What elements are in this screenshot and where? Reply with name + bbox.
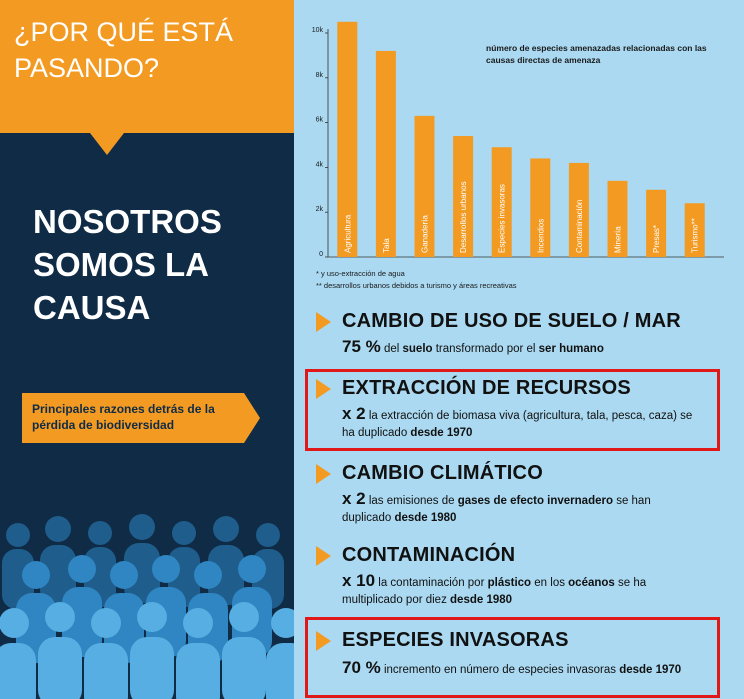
- y-tick-label: 10k: [312, 27, 324, 34]
- section-desc-resource-extraction: x 2 la extracción de biomasa viva (agric…: [342, 404, 693, 439]
- bar: [530, 158, 551, 257]
- section-desc-pollution: x 10 la contaminación por plástico en lo…: [342, 571, 647, 606]
- y-tick-label: 4k: [316, 161, 324, 168]
- section-desc-invasive-species: 70 % incremento en número de especies in…: [342, 658, 682, 677]
- section-arrow-icon: [316, 631, 331, 651]
- banner-notch: [90, 133, 124, 155]
- stat-value: x 2: [342, 489, 366, 508]
- stat-value: 70 %: [342, 658, 381, 677]
- bar: [414, 115, 435, 257]
- bar-label: Turismo**: [691, 218, 700, 253]
- highlight-box-resource-extraction: [305, 369, 720, 451]
- section-title-pollution: CONTAMINACIÓN: [342, 544, 516, 566]
- bar-label: Incendios: [536, 219, 545, 253]
- y-tick-label: 6k: [316, 117, 324, 124]
- headline: NOSOTROS SOMOS LA CAUSA: [33, 203, 222, 326]
- bar-label: Presas*: [652, 225, 661, 253]
- bar: [646, 189, 667, 257]
- chart-title: número de especies amenazadas relacionad…: [486, 43, 707, 65]
- bar-label: Contaminación: [575, 200, 584, 253]
- bar: [337, 21, 358, 257]
- section-arrow-icon: [316, 464, 331, 484]
- bar: [491, 147, 512, 257]
- section-title-invasive-species: ESPECIES INVASORAS: [342, 629, 569, 651]
- question-title: ¿POR QUÉ ESTÁ PASANDO?: [14, 17, 234, 83]
- bar: [607, 180, 628, 257]
- left-panel: ¿POR QUÉ ESTÁ PASANDO? NOSOTROS SOMOS LA…: [0, 0, 294, 699]
- section-title-land-use: CAMBIO DE USO DE SUELO / MAR: [342, 310, 681, 332]
- stat-value: 75 %: [342, 337, 381, 356]
- section-desc-climate-change: x 2 las emisiones de gases de efecto inv…: [342, 489, 651, 524]
- chart-note-1: * y uso-extracción de agua: [316, 269, 405, 278]
- chart-note-2: ** desarrollos urbanos debidos a turismo…: [316, 281, 517, 290]
- reasons-label: Principales razones detrás de la pérdida…: [32, 402, 215, 432]
- bar: [684, 203, 705, 257]
- crowd-illustration: [0, 514, 294, 699]
- y-tick-label: 8k: [316, 72, 324, 79]
- bar: [568, 162, 589, 257]
- section-title-resource-extraction: EXTRACCIÓN DE RECURSOS: [342, 377, 631, 399]
- bar-label: Ganadería: [421, 215, 430, 253]
- section-arrow-icon: [316, 546, 331, 566]
- y-tick-label: 2k: [316, 206, 324, 213]
- section-arrow-icon: [316, 312, 331, 332]
- bar-label: Agricultura: [343, 214, 352, 253]
- highlight-box-invasive-species: [305, 617, 720, 698]
- section-arrow-icon: [316, 379, 331, 399]
- bar-label: Desarrollos urbanos: [459, 181, 468, 253]
- bar-label: Tala: [382, 238, 391, 253]
- section-title-climate-change: CAMBIO CLIMÁTICO: [342, 462, 543, 484]
- reasons-arrow: [244, 393, 260, 443]
- stat-value: x 10: [342, 571, 376, 590]
- y-tick-label: 0: [319, 251, 323, 258]
- question-banner: [0, 0, 294, 133]
- bar-label: Especies invasoras: [498, 184, 507, 253]
- reasons-banner: [22, 393, 244, 443]
- bar: [453, 136, 474, 257]
- stat-value: x 2: [342, 404, 366, 423]
- bar: [375, 50, 396, 257]
- right-panel: [294, 0, 744, 699]
- section-desc-land-use: 75 % del suelo transformado por el ser h…: [342, 337, 604, 356]
- bar-label: Minería: [614, 226, 623, 253]
- threat-causes-bar-chart: 0 2k 4k 6k 8k 10k Agricultura Tala Ganadería Desa…: [312, 21, 724, 258]
